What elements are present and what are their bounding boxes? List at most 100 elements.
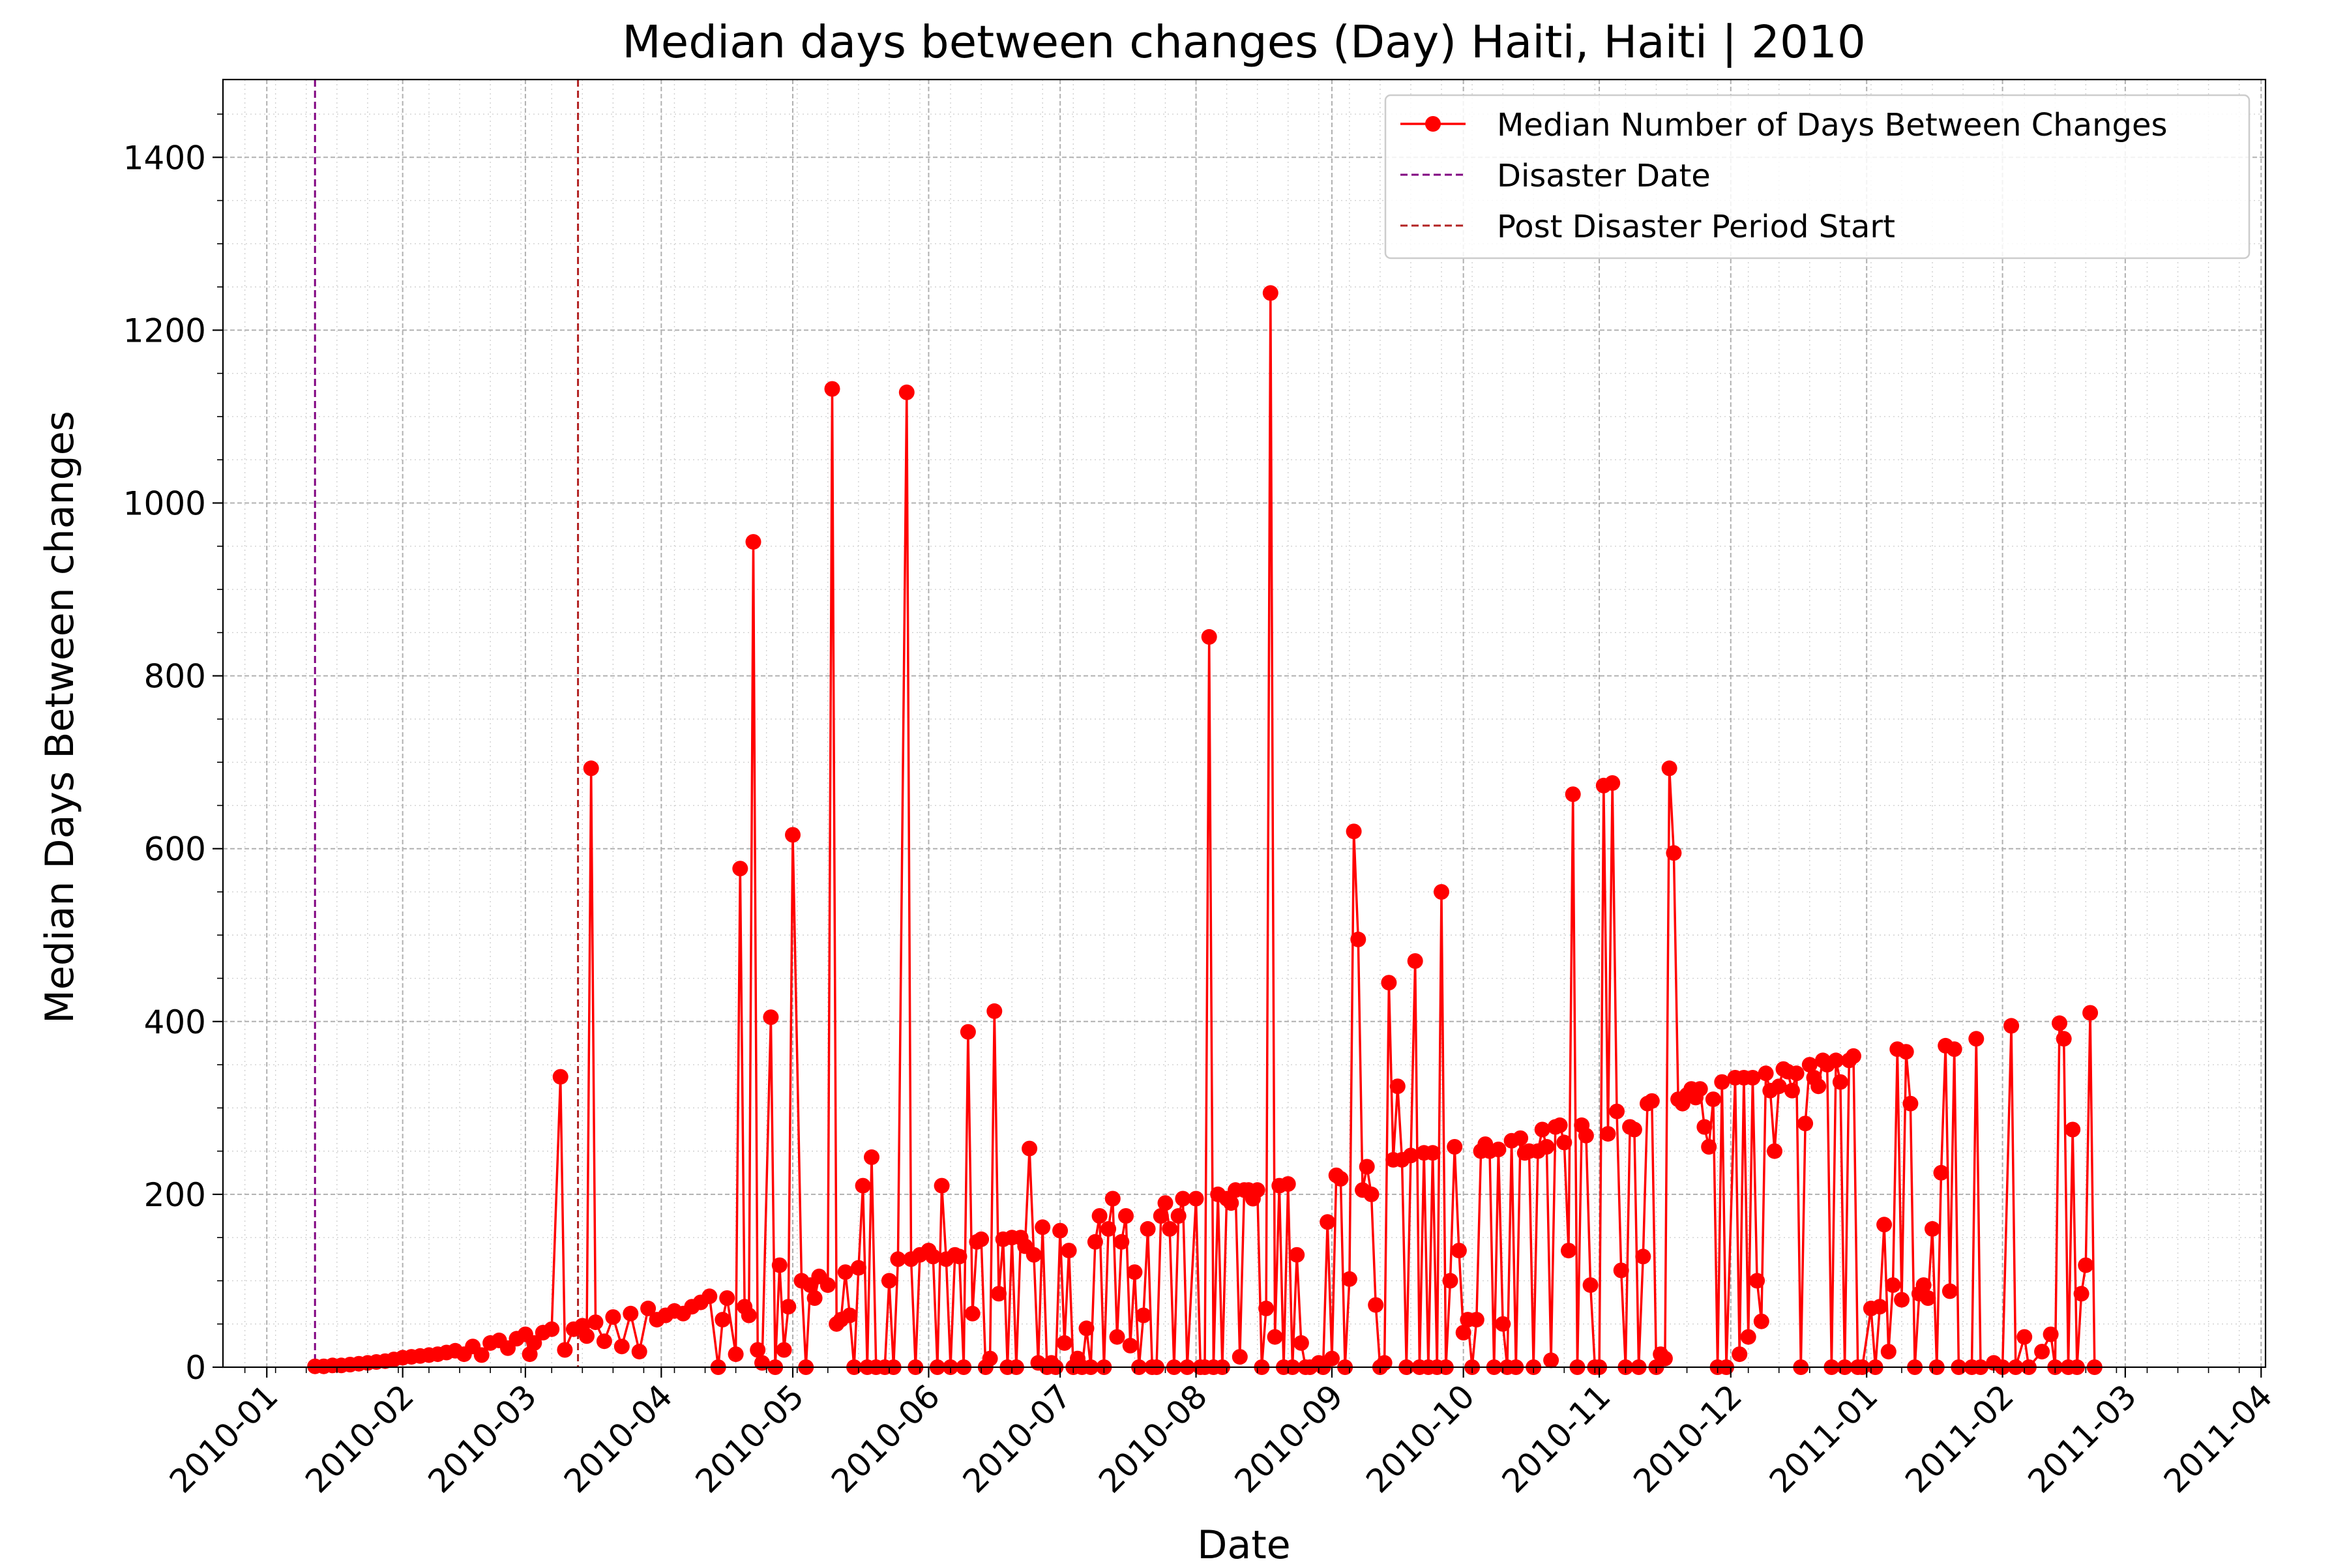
y-tick-label: 1400 <box>123 139 206 177</box>
data-point <box>1692 1081 1708 1097</box>
data-point <box>1468 1312 1484 1328</box>
data-point <box>1434 884 1449 900</box>
data-point <box>1262 285 1278 301</box>
data-point <box>1920 1290 1936 1306</box>
data-point <box>1582 1277 1599 1294</box>
data-point <box>1771 1078 1787 1095</box>
data-point <box>1122 1337 1138 1354</box>
data-point <box>1933 1164 1949 1181</box>
data-point <box>640 1300 657 1316</box>
data-point <box>1363 1186 1380 1202</box>
data-point <box>1267 1329 1283 1345</box>
data-point <box>763 1009 779 1026</box>
data-point <box>1784 1082 1800 1099</box>
data-point <box>1022 1140 1038 1157</box>
data-point <box>1714 1074 1730 1090</box>
data-point <box>1872 1299 1888 1315</box>
data-point <box>890 1251 906 1267</box>
data-point <box>1626 1121 1642 1138</box>
x-axis-label: Date <box>1197 1522 1290 1565</box>
data-point <box>1758 1065 1774 1082</box>
y-tick-label: 200 <box>144 1176 206 1214</box>
data-point <box>552 1069 568 1085</box>
data-point <box>1381 975 1397 991</box>
y-tick-label: 600 <box>144 831 206 868</box>
data-point <box>2034 1344 2050 1360</box>
data-point <box>750 1342 766 1358</box>
legend-series-label: Median Number of Days Between Changes <box>1497 107 2168 143</box>
data-point <box>1376 1355 1393 1371</box>
data-point <box>986 1003 1003 1019</box>
data-point <box>2056 1031 2072 1047</box>
data-point <box>719 1290 735 1306</box>
data-point <box>1604 775 1621 791</box>
data-point <box>1902 1095 1919 1112</box>
data-point <box>1280 1176 1296 1192</box>
data-point <box>925 1249 941 1265</box>
data-point <box>2016 1329 2033 1345</box>
data-point <box>850 1260 866 1276</box>
data-point <box>837 1264 853 1280</box>
data-point <box>855 1177 871 1194</box>
data-point <box>1666 845 1682 861</box>
data-point <box>557 1342 573 1358</box>
data-point <box>1539 1139 1555 1155</box>
y-tick-label: 400 <box>144 1003 206 1041</box>
data-point <box>741 1307 757 1324</box>
data-point <box>1797 1116 1814 1132</box>
data-point <box>1565 786 1581 803</box>
data-point <box>1249 1182 1265 1198</box>
y-tick-label: 1000 <box>123 484 206 522</box>
data-point <box>1035 1219 1051 1235</box>
data-point <box>1578 1127 1594 1144</box>
data-point <box>1846 1048 1861 1064</box>
data-point <box>583 760 599 777</box>
data-point <box>1451 1243 1467 1259</box>
data-point <box>1289 1247 1305 1263</box>
data-point <box>1534 1121 1550 1138</box>
data-point <box>1543 1352 1559 1368</box>
data-point <box>806 1290 823 1306</box>
data-point <box>2082 1005 2099 1021</box>
data-point <box>1552 1117 1568 1133</box>
data-point <box>1657 1350 1673 1367</box>
data-point <box>1876 1217 1893 1233</box>
reference-lines <box>314 80 580 1367</box>
data-point <box>579 1328 595 1344</box>
data-point <box>1061 1243 1077 1259</box>
data-point <box>1490 1142 1507 1157</box>
data-point <box>2043 1326 2059 1342</box>
data-point <box>1341 1271 1357 1287</box>
data-point <box>1442 1273 1458 1289</box>
data-point <box>785 827 801 843</box>
data-point <box>1701 1139 1717 1155</box>
data-point <box>1140 1220 1156 1237</box>
data-point <box>1424 1145 1441 1161</box>
data-point <box>960 1024 976 1040</box>
y-tick-label: 1200 <box>123 312 206 349</box>
data-point <box>1946 1041 1962 1058</box>
data-point <box>824 381 840 397</box>
data-point <box>1609 1103 1625 1119</box>
data-point <box>1052 1222 1069 1239</box>
legend-series-marker <box>1425 116 1441 132</box>
data-point <box>1925 1220 1940 1237</box>
data-point <box>2003 1018 2020 1034</box>
data-point <box>1157 1195 1174 1211</box>
data-point <box>1455 1325 1471 1340</box>
data-point <box>1118 1208 1134 1224</box>
data-point <box>1078 1320 1095 1337</box>
data-point <box>951 1249 967 1265</box>
data-point <box>2065 1121 2081 1138</box>
data-point <box>842 1307 858 1324</box>
data-point <box>1915 1277 1932 1294</box>
data-point <box>1767 1143 1782 1159</box>
data-point <box>898 384 915 400</box>
data-point <box>596 1333 612 1350</box>
data-point <box>1091 1208 1108 1224</box>
data-point <box>1223 1195 1239 1211</box>
chart-title: Median days between changes (Day) Haiti,… <box>622 16 1866 68</box>
data-point <box>473 1347 490 1363</box>
data-point <box>623 1305 639 1322</box>
data-point <box>715 1312 731 1328</box>
